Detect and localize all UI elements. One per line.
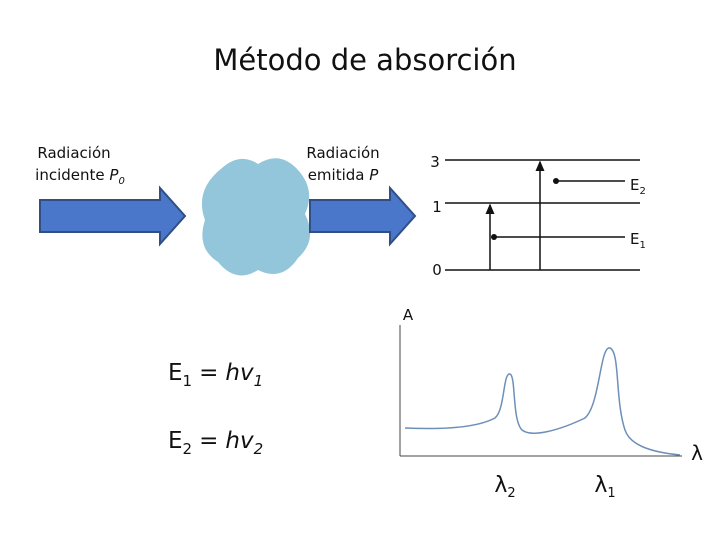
incident-label: Radiación	[37, 144, 110, 162]
peak-label: λ1	[594, 473, 615, 501]
emitted-label: Radiación	[306, 144, 379, 162]
sample-cloud	[201, 158, 311, 276]
text: hv	[225, 360, 254, 386]
text: 2	[183, 440, 193, 458]
text: incidente	[35, 166, 104, 184]
x-axis-label: λ	[691, 441, 703, 465]
text: 2	[507, 486, 515, 501]
emitted-label: emitida P	[308, 166, 380, 184]
text: 1	[254, 372, 264, 390]
text: P	[109, 166, 119, 184]
incident-label: incidente P0	[35, 166, 125, 187]
transition-label: E2	[630, 176, 646, 197]
arrow	[309, 185, 417, 247]
arrow	[39, 185, 187, 247]
text: 2	[639, 186, 645, 197]
text: E	[630, 230, 639, 248]
level-label: 1	[432, 198, 442, 216]
text: E	[630, 176, 639, 194]
text: =	[199, 428, 218, 454]
peak-label: λ2	[494, 473, 515, 501]
text: 1	[183, 372, 193, 390]
text: E	[168, 428, 183, 454]
y-axis-label: A	[403, 306, 414, 324]
text: 1	[639, 240, 645, 251]
spectrum-curve	[404, 347, 681, 456]
text: emitida	[308, 166, 365, 184]
text: 1	[607, 486, 615, 501]
equation: E1 = hv1	[168, 360, 263, 390]
text: =	[199, 360, 218, 386]
text: 2	[254, 440, 264, 458]
text: E	[168, 360, 183, 386]
text: λ	[494, 473, 507, 498]
equation: E2 = hv2	[168, 428, 263, 458]
level-label: 3	[430, 153, 440, 171]
title: Método de absorción	[213, 43, 516, 77]
text: hv	[225, 428, 254, 454]
transition-label: E1	[630, 230, 646, 251]
text: λ	[594, 473, 607, 498]
text: 0	[118, 176, 124, 187]
level-label: 0	[432, 261, 442, 279]
text: P	[369, 166, 379, 184]
